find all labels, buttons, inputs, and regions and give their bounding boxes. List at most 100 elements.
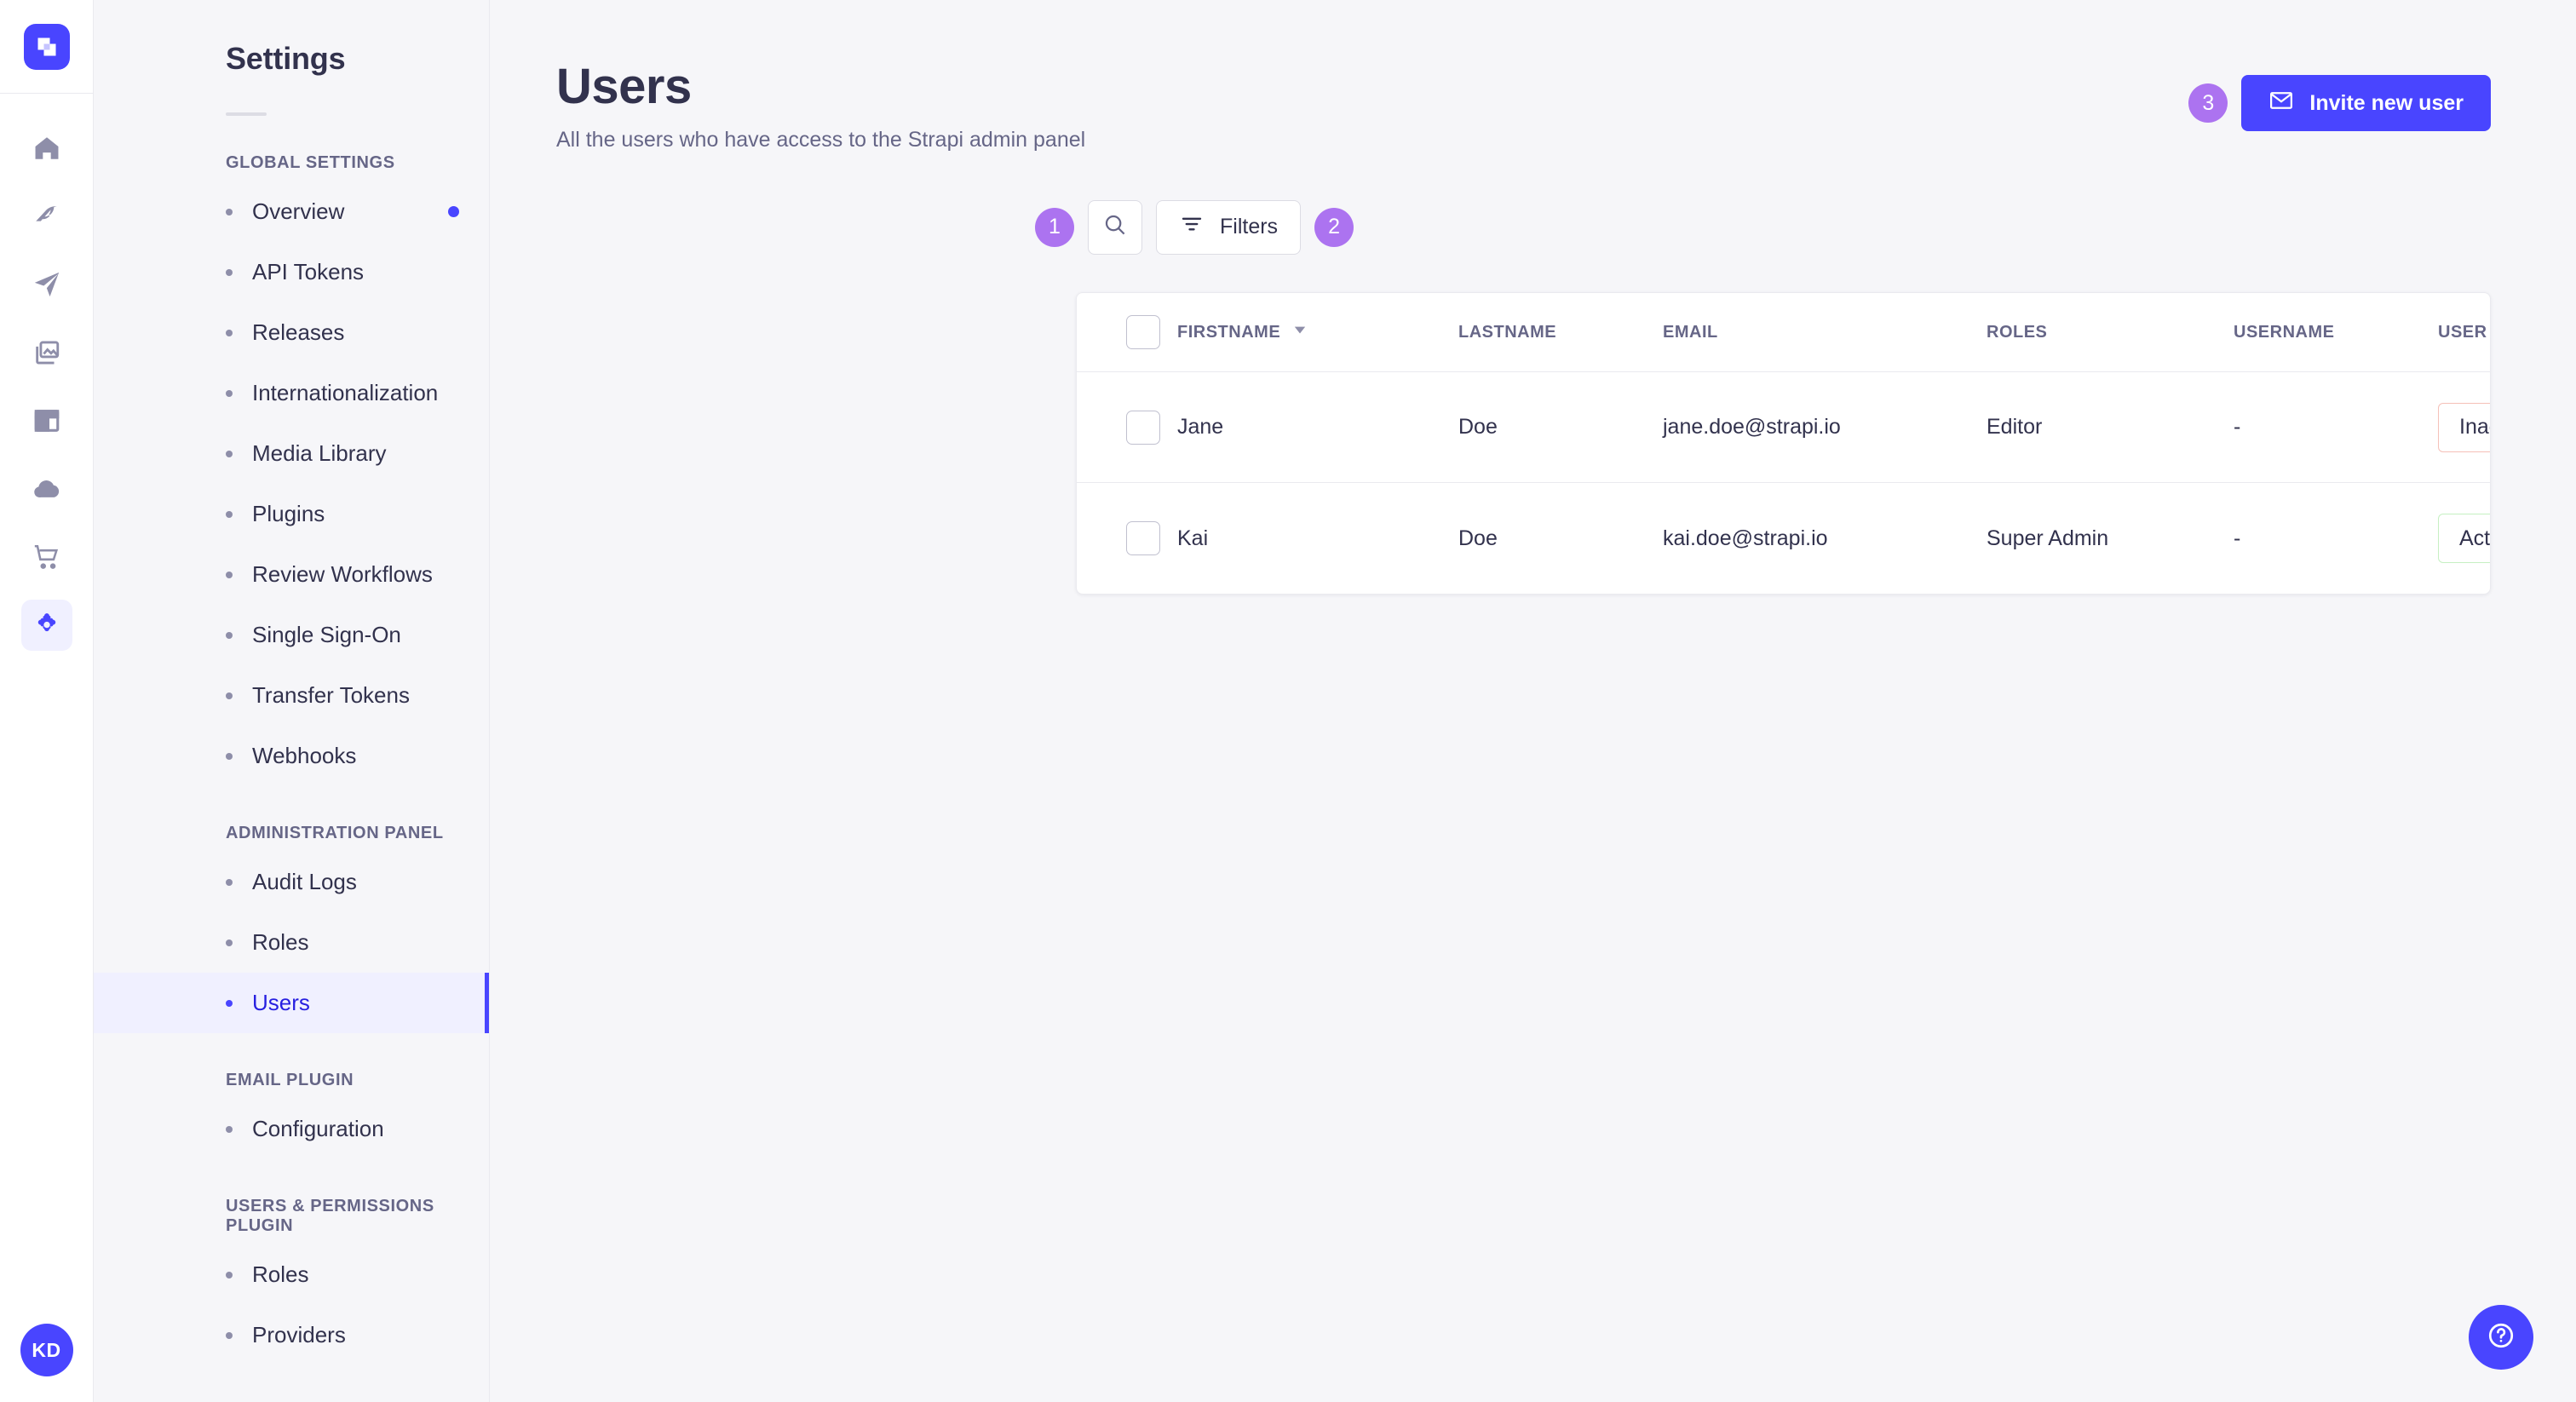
media-library-icon[interactable] <box>21 327 72 378</box>
sidebar-item-webhooks[interactable]: Webhooks <box>94 726 489 786</box>
content-type-builder-icon[interactable] <box>21 395 72 446</box>
cell-email: jane.doe@strapi.io <box>1663 371 1987 484</box>
bullet-icon <box>226 510 233 518</box>
header-roles[interactable]: ROLES <box>1987 292 2234 373</box>
header-user-status[interactable]: USER STATUS <box>2438 292 2490 373</box>
sidebar-item-users[interactable]: Users <box>94 973 489 1033</box>
cell-roles: Editor <box>1987 371 2234 484</box>
table-header-row: FIRSTNAME LASTNAME EMAIL ROLES USERNAME … <box>1077 292 2490 373</box>
status-badge: Active <box>2438 514 2490 564</box>
sidebar-item-transfer-tokens[interactable]: Transfer Tokens <box>94 665 489 726</box>
main-nav-rail: KD <box>0 0 94 1402</box>
cloud-icon[interactable] <box>21 463 72 514</box>
sidebar-item-label: Media Library <box>252 440 387 466</box>
filters-button[interactable]: Filters <box>1156 199 1302 255</box>
sidebar-item-roles[interactable]: Roles <box>94 1244 489 1305</box>
header-lastname[interactable]: LASTNAME <box>1458 292 1663 373</box>
notification-dot-icon <box>448 206 459 217</box>
sidebar-section-label: EMAIL PLUGIN <box>226 1071 354 1089</box>
sidebar-item-label: Configuration <box>252 1116 384 1141</box>
sidebar-item-label: Providers <box>252 1322 346 1347</box>
header-username[interactable]: USERNAME <box>2234 292 2438 373</box>
send-icon[interactable] <box>21 259 72 310</box>
invite-new-user-button[interactable]: Invite new user <box>2241 75 2491 131</box>
page-header-actions: 3 Invite new user <box>2188 75 2491 131</box>
bullet-icon <box>226 878 233 886</box>
table-toolbar: 1 Filters 2 <box>490 152 2576 255</box>
sidebar-item-api-tokens[interactable]: API Tokens <box>94 242 489 302</box>
bullet-icon <box>226 1331 233 1339</box>
row-checkbox[interactable] <box>1126 410 1160 445</box>
header-email[interactable]: EMAIL <box>1663 292 1987 373</box>
sidebar-item-plugins[interactable]: Plugins <box>94 484 489 544</box>
header-firstname[interactable]: FIRSTNAME <box>1177 292 1458 373</box>
sidebar-item-overview[interactable]: Overview <box>94 181 489 242</box>
annotation-badge-2: 2 <box>1314 207 1354 247</box>
bullet-icon <box>226 752 233 760</box>
bullet-icon <box>226 208 233 215</box>
page-title: Users <box>556 59 692 114</box>
page-subtitle: All the users who have access to the Str… <box>556 127 1086 152</box>
bullet-icon <box>226 389 233 397</box>
cell-lastname: Doe <box>1458 371 1663 484</box>
sidebar-item-label: Audit Logs <box>252 869 357 894</box>
sidebar-item-label: Users <box>252 990 310 1015</box>
annotation-badge-3: 3 <box>2188 83 2228 123</box>
cell-user-status: Active <box>2438 483 2490 594</box>
filter-icon <box>1179 211 1205 243</box>
sidebar-section-label: USERS & PERMISSIONS PLUGIN <box>226 1197 434 1235</box>
bullet-icon <box>226 571 233 578</box>
sidebar-section-label: ADMINISTRATION PANEL <box>226 824 444 842</box>
sidebar-item-single-sign-on[interactable]: Single Sign-On <box>94 605 489 665</box>
content-manager-icon[interactable] <box>21 191 72 242</box>
main-content: Users All the users who have access to t… <box>490 0 2576 1402</box>
row-checkbox[interactable] <box>1126 521 1160 556</box>
bullet-icon <box>226 1271 233 1278</box>
users-table-card: FIRSTNAME LASTNAME EMAIL ROLES USERNAME … <box>1076 291 2491 595</box>
sidebar-section-list: GLOBAL SETTINGS Overview API Tokens Release… <box>94 153 489 1365</box>
sidebar-item-providers[interactable]: Providers <box>94 1305 489 1365</box>
sidebar-item-label: Roles <box>252 1261 309 1287</box>
sidebar-item-roles[interactable]: Roles <box>94 912 489 973</box>
bullet-icon <box>226 268 233 276</box>
sidebar-item-label: Releases <box>252 319 345 345</box>
sidebar-item-audit-logs[interactable]: Audit Logs <box>94 852 489 912</box>
sidebar-section-label: GLOBAL SETTINGS <box>226 153 395 172</box>
users-table: FIRSTNAME LASTNAME EMAIL ROLES USERNAME … <box>1077 292 2490 594</box>
sidebar-title: Settings <box>226 41 346 76</box>
sidebar-item-internationalization[interactable]: Internationalization <box>94 363 489 423</box>
status-badge: Inactive <box>2438 402 2490 452</box>
strapi-logo-icon[interactable] <box>23 23 70 70</box>
search-button[interactable] <box>1088 199 1142 255</box>
avatar[interactable]: KD <box>20 1324 73 1376</box>
sidebar-item-label: Webhooks <box>252 743 357 768</box>
bullet-icon <box>226 450 233 457</box>
settings-gear-icon[interactable] <box>20 600 72 651</box>
sidebar-item-label: Plugins <box>252 501 325 526</box>
envelope-icon <box>2268 88 2294 119</box>
bullet-icon <box>226 692 233 699</box>
home-icon[interactable] <box>21 123 72 174</box>
bullet-icon <box>226 329 233 336</box>
bullet-icon <box>226 999 233 1007</box>
table-body: JaneDoejane.doe@strapi.ioEditor-Inactive… <box>1077 371 2490 594</box>
rail-footer: KD <box>20 1324 73 1376</box>
sidebar-item-media-library[interactable]: Media Library <box>94 423 489 484</box>
bullet-icon <box>226 939 233 946</box>
table-row[interactable]: Kai Doe kai.doe@strapi.io Super Admin - Activ… <box>1077 483 2490 594</box>
filters-label: Filters <box>1220 215 1279 239</box>
question-circle-icon <box>2486 1320 2516 1355</box>
sidebar-item-review-workflows[interactable]: Review Workflows <box>94 544 489 605</box>
cell-lastname: Doe <box>1458 526 1498 550</box>
marketplace-cart-icon[interactable] <box>21 531 72 583</box>
help-button[interactable] <box>2469 1305 2533 1370</box>
sidebar-item-releases[interactable]: Releases <box>94 302 489 363</box>
sidebar-item-configuration[interactable]: Configuration <box>94 1099 489 1159</box>
table-row[interactable]: JaneDoejane.doe@strapi.ioEditor-Inactive… <box>1077 371 2490 484</box>
select-all-checkbox[interactable] <box>1126 315 1160 350</box>
sort-descending-icon[interactable] <box>1292 322 1308 342</box>
page-header-text: Users All the users who have access to t… <box>556 60 1085 152</box>
cell-roles: Super Admin <box>1987 526 2109 550</box>
bullet-icon <box>226 631 233 639</box>
table-head: FIRSTNAME LASTNAME EMAIL ROLES USERNAME … <box>1077 292 2490 373</box>
